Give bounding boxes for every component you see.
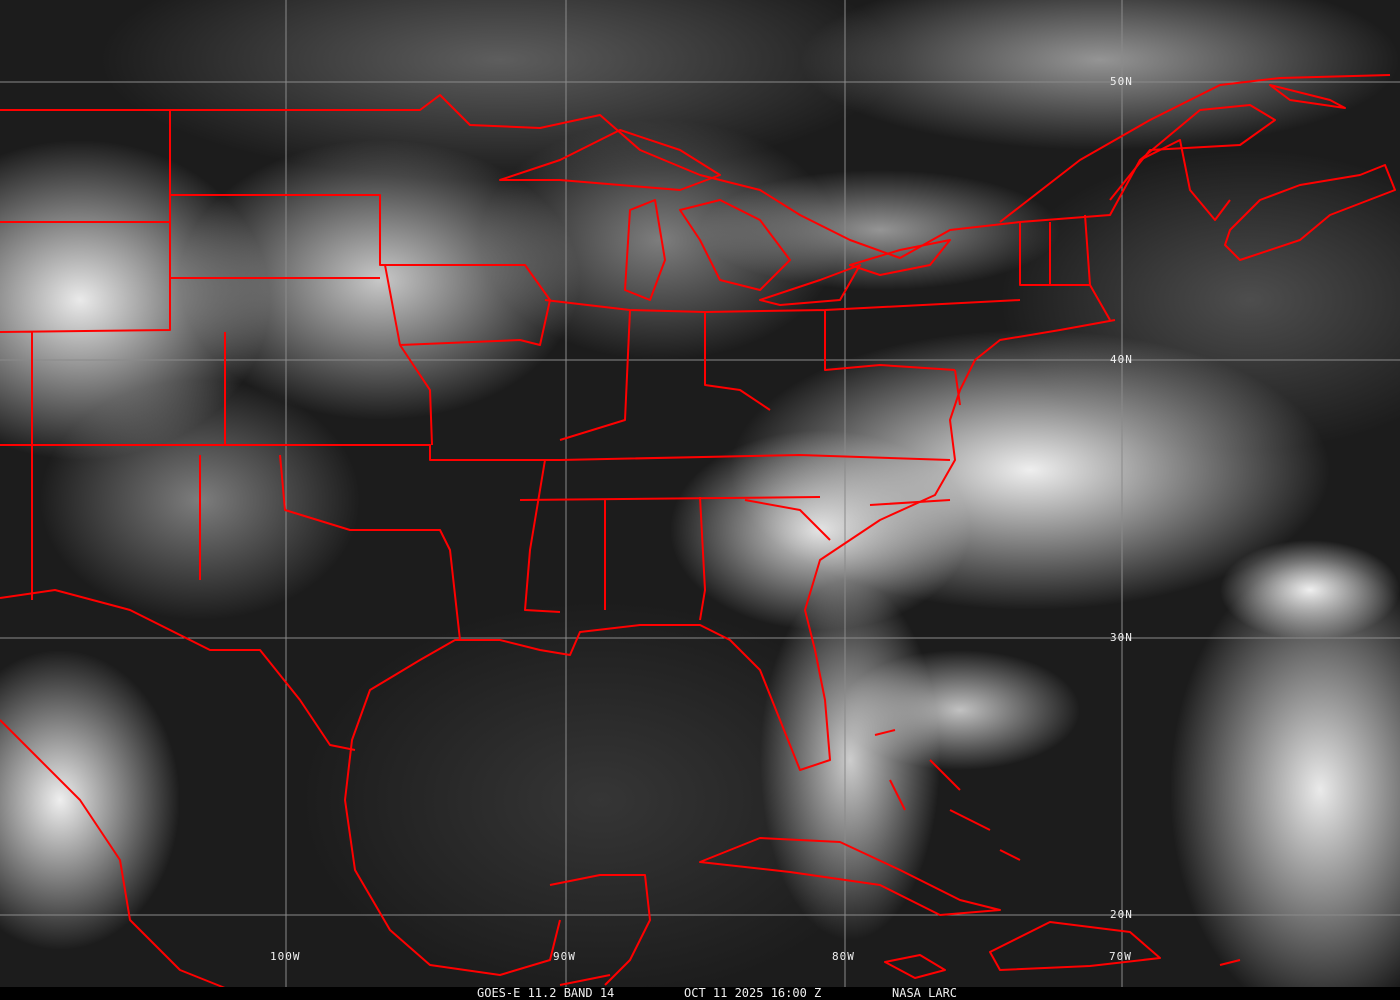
great-lakes — [499, 129, 951, 306]
product-label: GOES-E 11.2 BAND 14 — [477, 986, 615, 1000]
lat-label-50n: 50N — [1110, 75, 1133, 88]
mexico-border-and-coast — [0, 589, 356, 991]
lat-label-30n: 30N — [1110, 631, 1133, 644]
lat-label-20n: 20N — [1110, 908, 1133, 921]
canada-coast — [999, 74, 1396, 261]
us-canada-border — [0, 94, 1231, 259]
political-borders — [0, 74, 1396, 991]
yucatan-coast — [549, 874, 651, 986]
cuba-outline — [699, 837, 1001, 916]
lat-label-40n: 40N — [1110, 353, 1133, 366]
hispaniola-outline — [989, 921, 1161, 971]
datetime-label: OCT 11 2025 16:00 Z — [684, 986, 822, 1000]
lon-label-80w: 80W — [832, 950, 855, 963]
us-state-borders — [0, 110, 1111, 641]
lon-label-70w: 70W — [1109, 950, 1132, 963]
us-east-gulf-coast — [344, 319, 1116, 976]
image-caption-bar: GOES-E 11.2 BAND 14 OCT 11 2025 16:00 Z … — [0, 987, 1400, 1000]
lon-label-100w: 100W — [270, 950, 301, 963]
bahamas-outline — [874, 729, 1241, 966]
lon-label-90w: 90W — [553, 950, 576, 963]
jamaica-outline — [884, 954, 946, 979]
credit-label: NASA LARC — [892, 986, 958, 1000]
